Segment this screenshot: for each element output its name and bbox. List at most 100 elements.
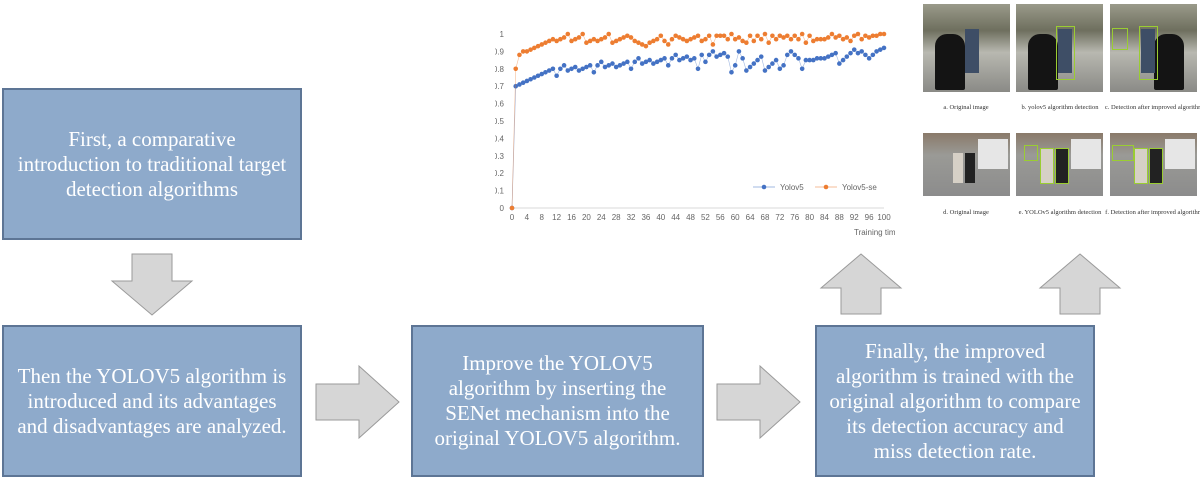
data-point-Yolov5-se <box>680 36 686 42</box>
data-point-Yolov5-se <box>744 40 749 45</box>
data-point-Yolov5 <box>747 64 753 70</box>
data-point-Yolov5 <box>803 57 809 63</box>
data-point-Yolov5 <box>781 63 786 68</box>
data-point-Yolov5-se <box>721 33 727 39</box>
x-tick-label: 76 <box>790 213 799 222</box>
x-tick-label: 56 <box>716 213 725 222</box>
x-tick-label: 16 <box>567 213 576 222</box>
arrow-right-icon <box>315 364 400 440</box>
data-point-Yolov5 <box>632 59 638 65</box>
y-tick-label: 0.8 <box>495 65 505 74</box>
caption-e: e. YOLOv5 algorithm detection <box>1018 209 1102 216</box>
data-point-Yolov5 <box>788 49 794 54</box>
data-point-Yolov5 <box>777 66 783 72</box>
data-point-Yolov5-se <box>784 33 790 39</box>
x-tick-label: 20 <box>582 213 591 222</box>
data-point-Yolov5-se <box>636 40 641 45</box>
data-point-Yolov5-se <box>781 35 786 40</box>
x-tick-label: 4 <box>525 213 530 222</box>
arrow-right-icon <box>716 364 801 440</box>
data-point-Yolov5-se <box>591 36 597 42</box>
data-point-Yolov5-se <box>621 35 626 40</box>
data-point-Yolov5 <box>576 68 582 73</box>
data-point-Yolov5-se <box>725 36 731 42</box>
data-point-Yolov5-se <box>602 35 608 40</box>
step1-box: First, a comparative introduction to tra… <box>2 88 302 240</box>
data-point-Yolov5-se <box>799 31 805 37</box>
data-point-Yolov5-se <box>822 36 827 42</box>
data-point-Yolov5 <box>874 49 879 54</box>
data-point-Yolov5-se <box>572 36 578 42</box>
data-point-Yolov5-se <box>665 42 671 47</box>
data-point-Yolov5 <box>643 59 649 65</box>
data-point-Yolov5 <box>848 50 853 56</box>
data-point-Yolov5-se <box>874 33 879 39</box>
y-tick-label: 1 <box>500 30 505 39</box>
data-point-Yolov5 <box>818 56 824 61</box>
data-point-Yolov5 <box>639 61 645 66</box>
data-point-Yolov5 <box>758 54 764 59</box>
data-point-Yolov5-se <box>613 38 619 44</box>
x-tick-label: 0 <box>510 213 515 222</box>
data-point-Yolov5 <box>524 78 530 84</box>
data-point-Yolov5-se <box>796 36 801 42</box>
data-point-Yolov5-se <box>691 35 697 40</box>
data-point-Yolov5 <box>755 57 760 63</box>
x-tick-label: 88 <box>835 213 844 222</box>
data-point-Yolov5-se <box>625 33 630 39</box>
data-point-Yolov5 <box>584 64 589 70</box>
photo-e-yolov5 <box>1016 133 1103 196</box>
data-point-Yolov5 <box>651 61 656 66</box>
data-point-Yolov5-se <box>736 35 742 40</box>
data-point-Yolov5-se <box>535 43 541 49</box>
data-point-Yolov5-se <box>870 33 876 39</box>
data-point-Yolov5-se <box>877 31 883 37</box>
data-point-Yolov5-se <box>751 38 757 44</box>
data-point-Yolov5-se <box>673 33 678 39</box>
y-tick-label: 0.5 <box>495 117 505 126</box>
y-tick-label: 0.1 <box>495 187 505 196</box>
x-tick-label: 60 <box>731 213 740 222</box>
series-line-Yolov5-se <box>511 33 884 209</box>
data-point-Yolov5-se <box>539 42 545 47</box>
data-point-Yolov5 <box>520 80 526 86</box>
y-tick-label: 0.6 <box>495 100 505 109</box>
data-point-Yolov5-se <box>543 40 548 45</box>
data-point-Yolov5 <box>796 56 801 61</box>
data-point-Yolov5-se <box>639 42 645 47</box>
x-tick-label: 100 <box>877 213 891 222</box>
data-point-Yolov5 <box>569 66 574 72</box>
data-point-Yolov5 <box>811 57 816 63</box>
data-point-Yolov5 <box>636 56 641 61</box>
data-point-Yolov5-se <box>866 35 872 40</box>
data-point-Yolov5 <box>677 57 682 63</box>
data-point-Yolov5 <box>762 68 768 73</box>
x-tick-label: 96 <box>865 213 874 222</box>
data-point-Yolov5-se <box>695 33 701 39</box>
data-point-Yolov5-se <box>825 35 831 40</box>
data-point-Yolov5-se <box>740 38 745 44</box>
x-tick-label: 72 <box>775 213 784 222</box>
data-point-Yolov5-se <box>699 38 705 44</box>
data-point-Yolov5 <box>561 63 567 68</box>
data-point-Yolov5-se <box>851 33 857 39</box>
data-point-Yolov5 <box>684 54 690 59</box>
caption-d: d. Original image <box>943 209 989 216</box>
data-point-Yolov5 <box>691 56 697 61</box>
data-point-Yolov5 <box>710 49 716 54</box>
data-point-Yolov5-se <box>550 36 556 42</box>
x-tick-label: 32 <box>627 213 636 222</box>
data-point-Yolov5-se <box>703 36 708 42</box>
data-point-Yolov5 <box>535 73 541 79</box>
x-tick-label: 68 <box>761 213 770 222</box>
data-point-Yolov5 <box>669 56 675 61</box>
data-point-Yolov5 <box>725 54 731 59</box>
data-point-Yolov5 <box>814 56 820 61</box>
data-point-Yolov5-se <box>732 36 738 42</box>
data-point-Yolov5 <box>870 52 876 58</box>
data-point-Yolov5-se <box>855 31 861 37</box>
data-point-Yolov5-se <box>598 36 604 42</box>
x-tick-label: 36 <box>641 213 650 222</box>
data-point-Yolov5 <box>539 71 545 77</box>
data-point-Yolov5 <box>714 54 719 59</box>
